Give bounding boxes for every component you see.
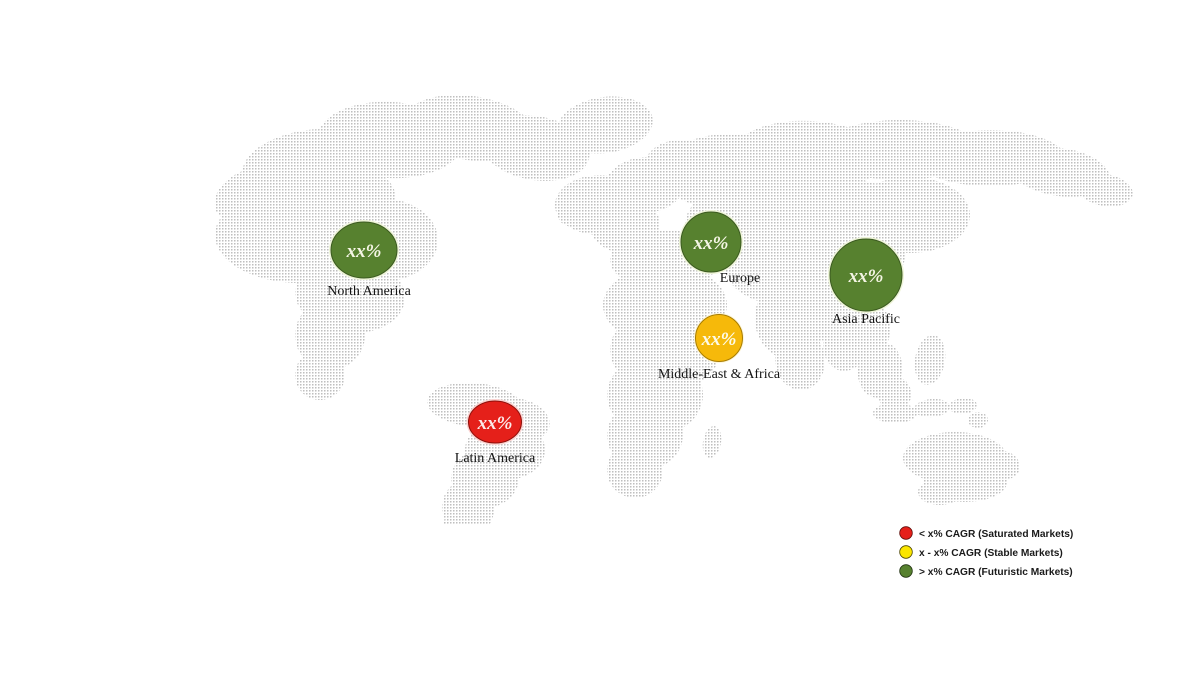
svg-text:xx%: xx% <box>477 413 513 434</box>
svg-text:xx%: xx% <box>346 241 382 262</box>
svg-text:Latin America: Latin America <box>455 451 536 466</box>
svg-text:xx%: xx% <box>848 266 884 287</box>
svg-text:Asia Pacific: Asia Pacific <box>832 312 900 327</box>
svg-text:xx%: xx% <box>701 329 737 350</box>
svg-text:Europe: Europe <box>720 271 760 286</box>
svg-text:< x% CAGR (Saturated Markets): < x% CAGR (Saturated Markets) <box>919 529 1073 540</box>
svg-text:x - x% CAGR (Stable Markets): x - x% CAGR (Stable Markets) <box>919 548 1063 559</box>
svg-text:North America: North America <box>327 284 411 299</box>
svg-text:xx%: xx% <box>693 233 729 254</box>
svg-text:Middle-East & Africa: Middle-East & Africa <box>658 367 781 382</box>
svg-text:> x% CAGR (Futuristic Markets): > x% CAGR (Futuristic Markets) <box>919 567 1073 578</box>
